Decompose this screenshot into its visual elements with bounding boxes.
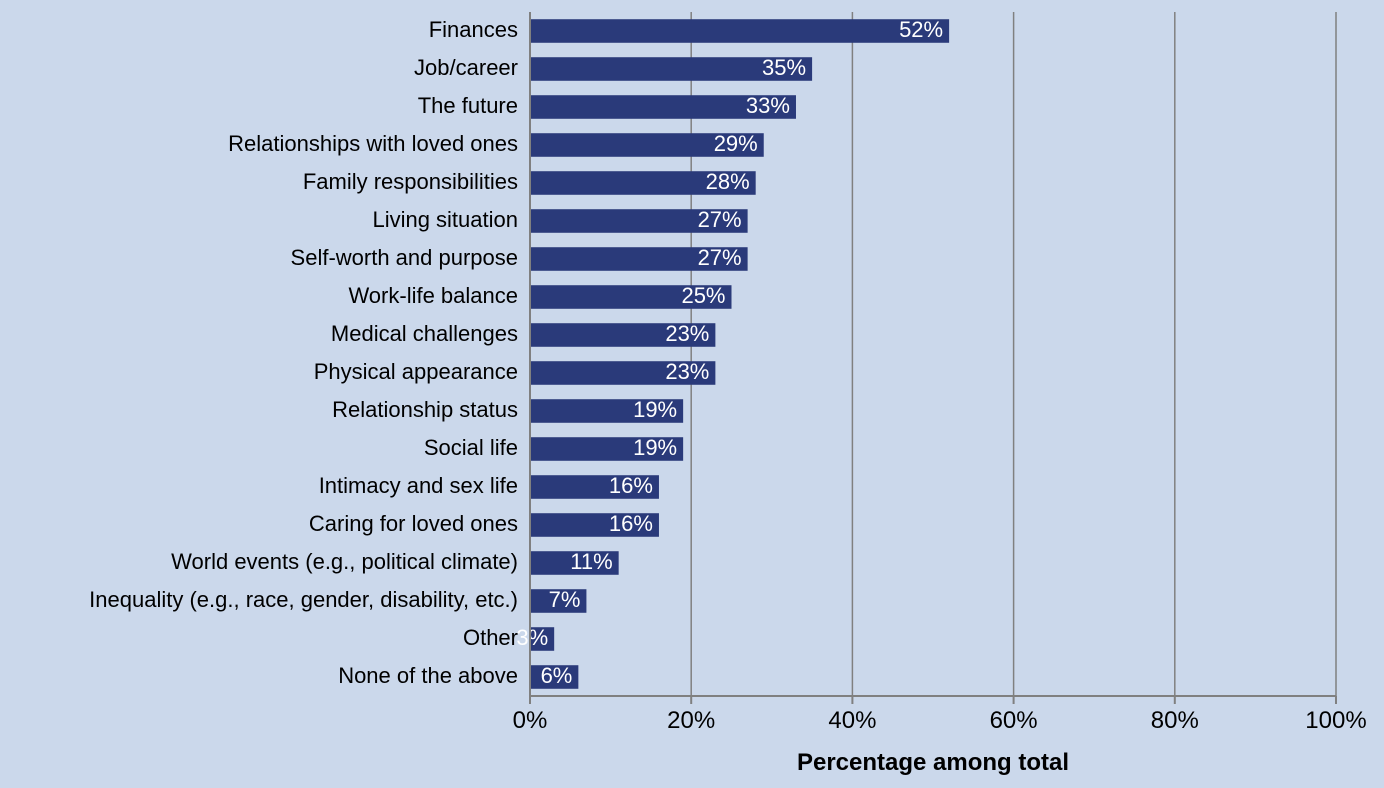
bar-value-label: 16% [609,473,653,498]
x-tick-label: 60% [990,707,1038,734]
category-label: None of the above [338,663,518,688]
category-label: Finances [429,17,518,42]
bar-value-label: 3% [516,625,548,650]
category-label: Family responsibilities [303,169,518,194]
bar-chart: Finances 52% Job/career 35% The future 33% Rel… [0,0,1384,788]
bar-value-label: 19% [633,397,677,422]
x-axis-title: Percentage among total [797,749,1069,776]
category-label: Other [463,625,518,650]
bar-value-label: 27% [698,207,742,232]
bar-value-label: 25% [681,283,725,308]
category-label: World events (e.g., political climate) [171,549,518,574]
bar-value-label: 27% [698,245,742,270]
category-label: Physical appearance [314,359,518,384]
x-tick-label: 40% [828,707,876,734]
category-label: Intimacy and sex life [319,473,518,498]
bar-value-label: 29% [714,131,758,156]
bar-value-label: 11% [570,549,612,574]
category-label: Relationships with loved ones [228,131,518,156]
category-label: Living situation [372,207,518,232]
x-tick-label: 20% [667,707,715,734]
category-label: Medical challenges [331,321,518,346]
category-label: Self-worth and purpose [291,245,518,270]
category-label: Work-life balance [348,283,518,308]
x-tick-label: 0% [513,707,548,734]
bar-value-label: 28% [706,169,750,194]
category-label: The future [418,93,518,118]
chart-container: Finances 52% Job/career 35% The future 33% Rel… [0,0,1384,788]
bar-value-label: 7% [549,587,581,612]
x-tick-label: 100% [1305,707,1366,734]
category-label: Social life [424,435,518,460]
bar-value-label: 52% [899,17,943,42]
category-label: Job/career [414,55,518,80]
bar [530,19,949,43]
bar-value-label: 6% [541,663,573,688]
bar-value-label: 16% [609,511,653,536]
x-tick-label: 80% [1151,707,1199,734]
bar-value-label: 23% [665,321,709,346]
bar-value-label: 35% [762,55,806,80]
category-label: Inequality (e.g., race, gender, disabili… [89,587,518,612]
category-label: Relationship status [332,397,518,422]
bar-value-label: 19% [633,435,677,460]
bar-value-label: 33% [746,93,790,118]
bar-value-label: 23% [665,359,709,384]
category-label: Caring for loved ones [309,511,518,536]
